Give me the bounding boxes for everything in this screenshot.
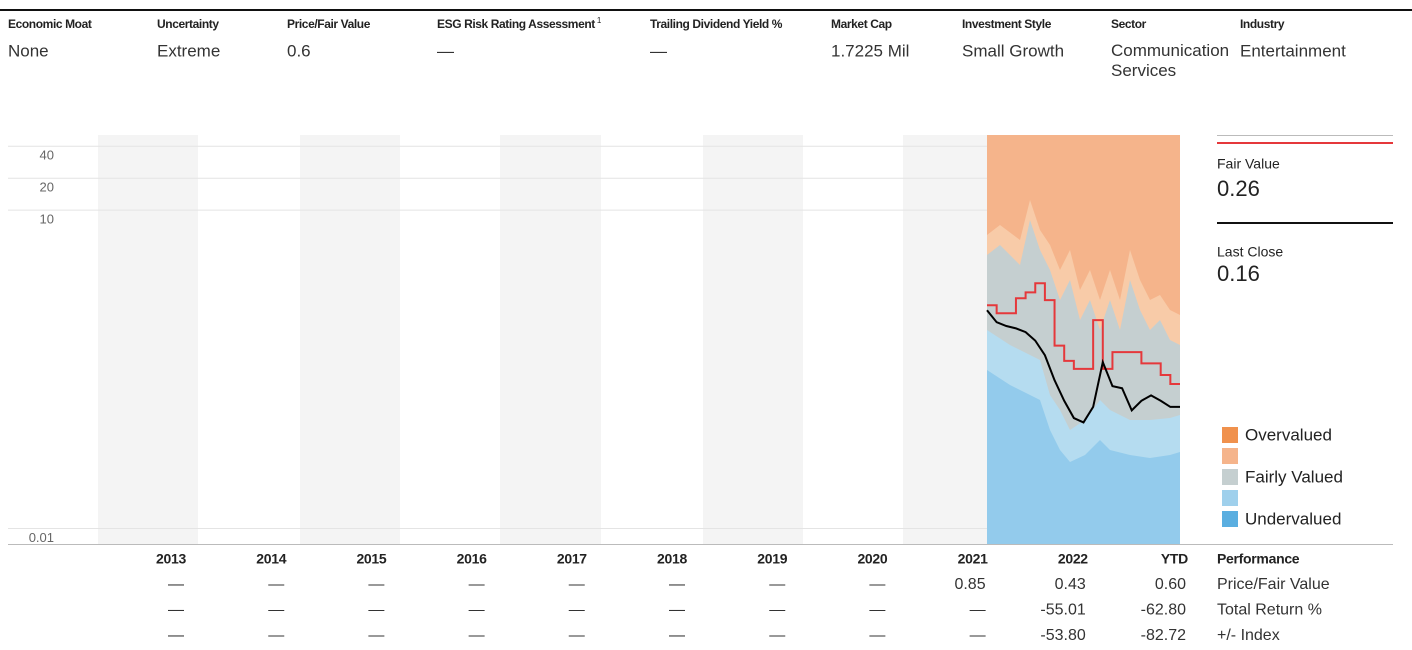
year-label: 2016 — [457, 551, 487, 567]
year-label: 2020 — [857, 551, 887, 567]
row-label: +/- Index — [1217, 627, 1280, 644]
legend-label: Undervalued — [1245, 509, 1341, 528]
table-cell: — — [869, 602, 885, 619]
table-cell: — — [268, 576, 284, 593]
table-cell: — — [168, 576, 184, 593]
panel-value: 0.26 — [1217, 176, 1260, 201]
table-cell: — — [469, 627, 485, 644]
panel-label: Fair Value — [1217, 156, 1280, 172]
header-label: Uncertainty — [157, 17, 219, 31]
table-cell: — — [669, 602, 685, 619]
header-label: ESG Risk Rating Assessment — [437, 17, 595, 31]
table-cell: -82.72 — [1141, 627, 1186, 644]
year-label: 2018 — [657, 551, 687, 567]
table-cell: — — [368, 627, 384, 644]
legend-label: Overvalued — [1245, 425, 1332, 444]
year-label: 2022 — [1058, 551, 1088, 567]
table-cell: 0.43 — [1055, 576, 1086, 593]
legend-swatch — [1222, 490, 1238, 506]
year-label: 2021 — [958, 551, 988, 567]
y-tick-label: 10 — [40, 212, 54, 227]
header-value: — — [650, 41, 667, 60]
price-line — [986, 309, 1180, 424]
panel-value: 0.16 — [1217, 261, 1260, 286]
top-rule — [0, 9, 1412, 11]
header-value: — — [437, 41, 454, 60]
table-cell: — — [368, 602, 384, 619]
year-label: 2014 — [256, 551, 286, 567]
header-value: None — [8, 41, 49, 60]
legend-label: Fairly Valued — [1245, 467, 1343, 486]
table-cell: — — [268, 602, 284, 619]
year-label: 2017 — [557, 551, 587, 567]
price-line — [987, 282, 1180, 386]
table-cell: — — [368, 576, 384, 593]
table-cell: 0.60 — [1155, 576, 1186, 593]
header-label: Trailing Dividend Yield % — [650, 17, 783, 31]
fair-value-rule — [1217, 142, 1393, 144]
header-label: Economic Moat — [8, 17, 92, 31]
header-label: Industry — [1240, 17, 1285, 31]
last-close-rule — [1217, 222, 1393, 224]
table-cell: — — [469, 576, 485, 593]
table-cell: — — [569, 627, 585, 644]
header-value: Communication Services — [1111, 41, 1229, 80]
table-cell: — — [769, 627, 785, 644]
header-label: Sector — [1111, 17, 1147, 31]
header-value: 0.6 — [287, 41, 311, 60]
header-value: Extreme — [157, 41, 220, 60]
table-cell: — — [268, 627, 284, 644]
header-label: Price/Fair Value — [287, 17, 371, 31]
valuation-bands — [987, 135, 1180, 545]
header-label: Investment Style — [962, 17, 1052, 31]
year-label: 2015 — [356, 551, 386, 567]
legend-swatch — [1222, 511, 1238, 527]
header-value: 1.7225 Mil — [831, 41, 909, 60]
y-tick-label: 0.01 — [29, 530, 54, 545]
header-value: Small Growth — [962, 41, 1064, 60]
table-cell: — — [168, 602, 184, 619]
table-cell: — — [869, 576, 885, 593]
table-cell: 0.85 — [954, 576, 985, 593]
table-cell: — — [970, 627, 986, 644]
header-value: Entertainment — [1240, 41, 1346, 60]
table-cell: — — [769, 602, 785, 619]
y-tick-label: 20 — [40, 180, 54, 195]
table-cell: — — [970, 602, 986, 619]
row-label: Total Return % — [1217, 602, 1322, 619]
year-label: YTD — [1161, 551, 1188, 567]
table-cell: — — [769, 576, 785, 593]
table-cell: -62.80 — [1141, 602, 1186, 619]
table-cell: — — [669, 576, 685, 593]
axis-line — [8, 544, 1393, 545]
row-label: Price/Fair Value — [1217, 576, 1330, 593]
year-label: 2013 — [156, 551, 186, 567]
table-cell: — — [469, 602, 485, 619]
table-cell: — — [569, 602, 585, 619]
table-cell: — — [669, 627, 685, 644]
table-cell: — — [168, 627, 184, 644]
legend-swatch — [1222, 427, 1238, 443]
column-shading — [98, 135, 987, 545]
performance-title: Performance — [1217, 551, 1300, 567]
legend-swatch — [1222, 469, 1238, 485]
table-cell: — — [569, 576, 585, 593]
panel-rule — [1217, 135, 1393, 136]
footnote: 1 — [597, 16, 602, 25]
table-cell: -53.80 — [1040, 627, 1085, 644]
legend-swatch — [1222, 448, 1238, 464]
year-label: 2019 — [757, 551, 787, 567]
table-cell: — — [869, 627, 885, 644]
table-cell: -55.01 — [1040, 602, 1085, 619]
panel-label: Last Close — [1217, 244, 1283, 260]
header-label: Market Cap — [831, 17, 892, 31]
y-tick-label: 40 — [40, 148, 54, 163]
